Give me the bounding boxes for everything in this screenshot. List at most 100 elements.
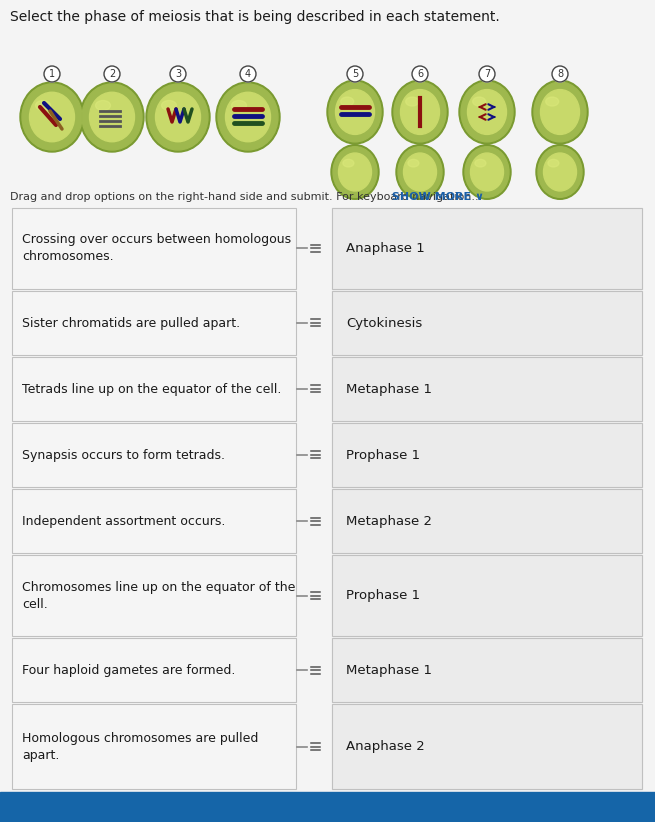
Bar (332, 489, 642, 553)
Text: Independent assortment occurs.: Independent assortment occurs. (22, 515, 225, 528)
Bar (12, 489, 296, 553)
Text: 4: 4 (245, 69, 251, 79)
Bar (0, 792, 655, 822)
Bar (12, 638, 296, 702)
Ellipse shape (473, 97, 486, 106)
Text: 5: 5 (352, 69, 358, 79)
Ellipse shape (538, 146, 582, 197)
Text: 6: 6 (417, 69, 423, 79)
Bar (12, 357, 296, 421)
Ellipse shape (35, 100, 50, 110)
Bar (332, 638, 642, 702)
Ellipse shape (343, 159, 354, 167)
Text: Four haploid gametes are formed.: Four haploid gametes are formed. (22, 663, 235, 677)
Bar (332, 357, 642, 421)
Bar (332, 489, 642, 553)
Ellipse shape (90, 92, 134, 141)
Ellipse shape (339, 153, 371, 191)
Ellipse shape (216, 82, 280, 152)
Ellipse shape (534, 82, 586, 142)
Text: 2: 2 (109, 69, 115, 79)
Text: Synapsis occurs to form tetrads.: Synapsis occurs to form tetrads. (22, 449, 225, 461)
Ellipse shape (341, 97, 354, 106)
Bar (12, 208, 296, 289)
Ellipse shape (465, 146, 509, 197)
Ellipse shape (544, 153, 576, 191)
Circle shape (240, 66, 256, 82)
Text: 3: 3 (175, 69, 181, 79)
Ellipse shape (22, 84, 82, 150)
Text: Sister chromatids are pulled apart.: Sister chromatids are pulled apart. (22, 316, 240, 330)
Bar (332, 704, 642, 789)
Text: 7: 7 (484, 69, 490, 79)
Bar (12, 357, 296, 421)
Bar (332, 291, 642, 355)
Bar (12, 638, 296, 702)
Ellipse shape (396, 145, 444, 199)
Ellipse shape (398, 146, 442, 197)
Bar (12, 555, 296, 636)
Circle shape (104, 66, 120, 82)
Bar (332, 555, 642, 636)
Ellipse shape (463, 145, 511, 199)
Circle shape (44, 66, 60, 82)
Text: Crossing over occurs between homologous
chromosomes.: Crossing over occurs between homologous … (22, 233, 291, 264)
Ellipse shape (546, 97, 559, 106)
Ellipse shape (400, 90, 440, 135)
Bar (332, 555, 642, 636)
Bar (332, 423, 642, 487)
Ellipse shape (329, 82, 381, 142)
Ellipse shape (548, 159, 559, 167)
Ellipse shape (20, 82, 84, 152)
Ellipse shape (155, 92, 200, 141)
Circle shape (479, 66, 495, 82)
Bar (332, 704, 642, 789)
Text: Tetrads line up on the equator of the cell.: Tetrads line up on the equator of the ce… (22, 382, 282, 395)
Ellipse shape (392, 80, 448, 144)
Text: Anaphase 1: Anaphase 1 (346, 242, 424, 255)
Text: Chromosomes line up on the equator of the
cell.: Chromosomes line up on the equator of th… (22, 580, 295, 611)
Ellipse shape (468, 90, 506, 135)
Circle shape (412, 66, 428, 82)
Bar (332, 208, 642, 289)
Bar (332, 357, 642, 421)
Text: Cytokinesis: Cytokinesis (346, 316, 422, 330)
Ellipse shape (540, 90, 580, 135)
Ellipse shape (218, 84, 278, 150)
Ellipse shape (408, 159, 419, 167)
Bar (12, 423, 296, 487)
Ellipse shape (470, 153, 504, 191)
Ellipse shape (536, 145, 584, 199)
Bar (332, 423, 642, 487)
Bar (12, 555, 296, 636)
Ellipse shape (394, 82, 446, 142)
Ellipse shape (475, 159, 486, 167)
Text: Select the phase of meiosis that is being described in each statement.: Select the phase of meiosis that is bein… (10, 10, 500, 24)
Text: Metaphase 2: Metaphase 2 (346, 515, 432, 528)
Ellipse shape (459, 80, 515, 144)
Text: Homologous chromosomes are pulled
apart.: Homologous chromosomes are pulled apart. (22, 732, 258, 761)
Text: Metaphase 1: Metaphase 1 (346, 382, 432, 395)
Bar (12, 489, 296, 553)
Text: Drag and drop options on the right-hand side and submit. For keyboard navigation: Drag and drop options on the right-hand … (10, 192, 482, 202)
Ellipse shape (148, 84, 208, 150)
Circle shape (347, 66, 363, 82)
Ellipse shape (327, 80, 383, 144)
Ellipse shape (461, 82, 513, 142)
Ellipse shape (331, 145, 379, 199)
Bar (12, 208, 296, 289)
Bar (332, 208, 642, 289)
Ellipse shape (162, 100, 176, 110)
Ellipse shape (405, 97, 419, 106)
Text: SHOW MORE ∨: SHOW MORE ∨ (388, 192, 484, 202)
Ellipse shape (403, 153, 436, 191)
Ellipse shape (96, 100, 111, 110)
Text: Prophase 1: Prophase 1 (346, 449, 420, 461)
Bar (12, 704, 296, 789)
Text: Prophase 1: Prophase 1 (346, 589, 420, 602)
Bar (332, 291, 642, 355)
Ellipse shape (225, 92, 271, 141)
Circle shape (170, 66, 186, 82)
Ellipse shape (29, 92, 75, 141)
Bar (12, 291, 296, 355)
